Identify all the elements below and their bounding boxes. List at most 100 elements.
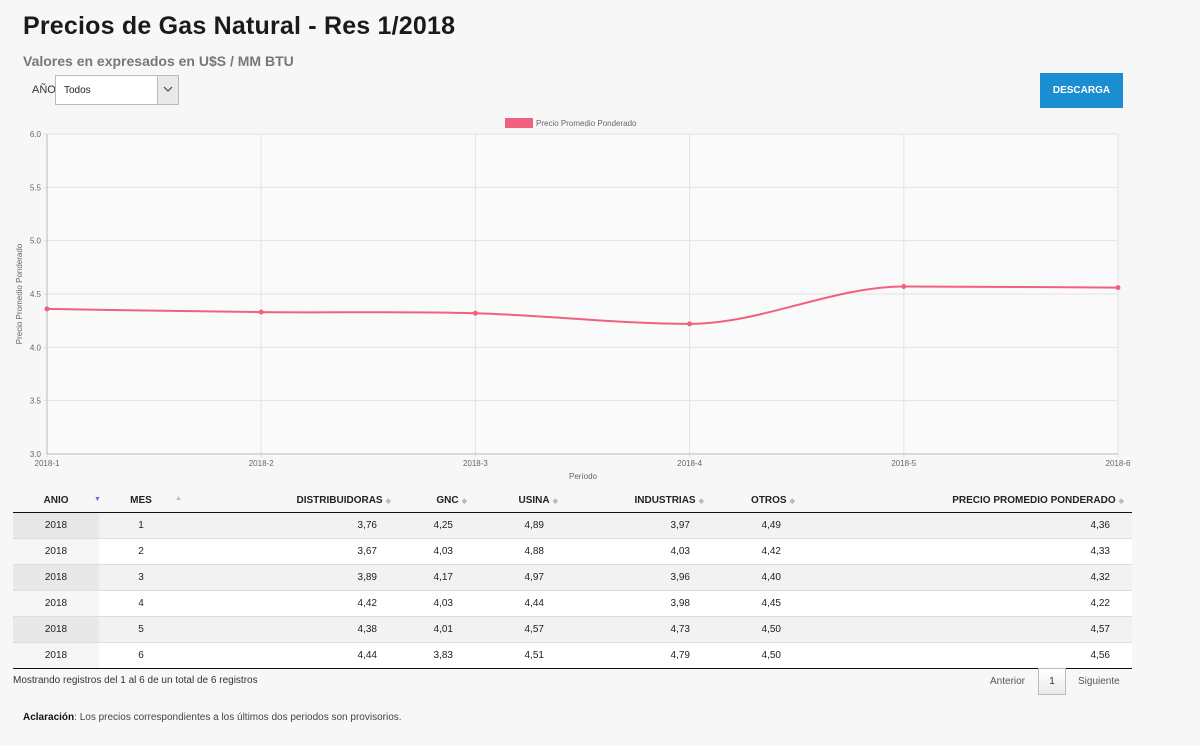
table-cell-anio: 2018 <box>13 538 99 565</box>
x-tick-label: 2018-3 <box>463 459 488 468</box>
page-subtitle: Valores en expresados en U$S / MM BTU <box>23 53 294 69</box>
year-select[interactable]: Todos <box>55 75 179 105</box>
table-cell-otros: 4,42 <box>712 538 803 565</box>
download-button[interactable]: DESCARGA <box>1040 73 1123 108</box>
table-cell-anio: 2018 <box>13 616 99 643</box>
table-cell-distribuidoras: 3,76 <box>183 512 399 539</box>
legend-label: Precio Promedio Ponderado <box>536 119 637 128</box>
column-header-distribuidoras[interactable]: DISTRIBUIDORAS ◆ <box>183 488 399 513</box>
table-cell-usina: 4,89 <box>475 512 566 539</box>
data-point <box>687 321 693 327</box>
table-cell-usina: 4,44 <box>475 590 566 617</box>
data-table: ANIO ▼ MES ▲ DISTRIBUIDORAS ◆ GNC ◆ USINA ◆ I… <box>13 488 1132 669</box>
table-cell-anio: 2018 <box>13 564 99 591</box>
pagination-previous[interactable]: Anterior <box>990 676 1026 687</box>
table-cell-precio-promedio-ponderado: 4,57 <box>803 616 1132 643</box>
table-cell-usina: 4,51 <box>475 642 566 669</box>
column-header-mes[interactable]: MES ▲ <box>99 488 183 513</box>
column-header-usina[interactable]: USINA ◆ <box>475 488 566 513</box>
table-cell-anio: 2018 <box>13 590 99 617</box>
sort-icon: ◆ <box>461 497 467 505</box>
column-header-label: OTROS <box>751 494 787 506</box>
sort-icon: ◆ <box>552 497 558 505</box>
x-axis-title: Período <box>569 472 598 481</box>
column-header-label: GNC <box>436 494 459 506</box>
table-cell-otros: 4,45 <box>712 590 803 617</box>
sort-icon: ◆ <box>1118 497 1124 505</box>
y-tick-label: 5.0 <box>30 237 42 246</box>
table-cell-anio: 2018 <box>13 512 99 539</box>
legend-swatch <box>505 118 533 128</box>
table-cell-gnc: 4,01 <box>399 616 475 643</box>
sort-icon: ◆ <box>385 497 391 505</box>
table-cell-gnc: 4,25 <box>399 512 475 539</box>
series-line <box>46 285 1119 325</box>
x-tick-label: 2018-4 <box>677 459 702 468</box>
y-tick-label: 5.5 <box>30 183 42 192</box>
column-header-label: ANIO <box>43 494 69 506</box>
table-cell-otros: 4,50 <box>712 642 803 669</box>
line-chart: 3.0 3.5 4.0 4.5 5.0 5.5 6.0 2018-1 2018-2 2018-3 2… <box>15 118 1131 481</box>
y-tick-label: 3.0 <box>30 450 42 459</box>
table-cell-distribuidoras: 3,67 <box>183 538 399 565</box>
y-tick-label: 4.5 <box>30 290 42 299</box>
table-cell-mes: 2 <box>99 538 183 565</box>
disclaimer-note: Aclaración: Los precios correspondientes… <box>23 712 402 723</box>
column-header-label: DISTRIBUIDORAS <box>296 494 383 506</box>
data-point <box>1115 285 1121 291</box>
disclaimer-label: Aclaración <box>23 712 75 723</box>
column-header-precio-promedio[interactable]: PRECIO PROMEDIO PONDERADO ◆ <box>803 488 1132 513</box>
x-tick-label: 2018-1 <box>35 459 60 468</box>
table-cell-mes: 6 <box>99 642 183 669</box>
column-header-industrias[interactable]: INDUSTRIAS ◆ <box>566 488 712 513</box>
pagination-page-1[interactable]: 1 <box>1038 668 1066 695</box>
table-cell-precio-promedio-ponderado: 4,33 <box>803 538 1132 565</box>
y-tick-label: 6.0 <box>30 130 42 139</box>
table-cell-mes: 1 <box>99 512 183 539</box>
sort-icon: ◆ <box>698 497 704 505</box>
table-cell-distribuidoras: 4,38 <box>183 616 399 643</box>
column-header-label: MES <box>130 494 152 506</box>
table-cell-gnc: 4,03 <box>399 590 475 617</box>
table-cell-precio-promedio-ponderado: 4,32 <box>803 564 1132 591</box>
column-header-label: USINA <box>518 494 550 506</box>
column-header-gnc[interactable]: GNC ◆ <box>399 488 475 513</box>
table-cell-distribuidoras: 4,44 <box>183 642 399 669</box>
table-cell-usina: 4,57 <box>475 616 566 643</box>
column-header-anio[interactable]: ANIO ▼ <box>13 488 101 513</box>
table-info: Mostrando registros del 1 al 6 de un tot… <box>13 675 258 686</box>
table-cell-mes: 5 <box>99 616 183 643</box>
table-cell-precio-promedio-ponderado: 4,56 <box>803 642 1132 669</box>
table-cell-gnc: 3,83 <box>399 642 475 669</box>
x-tick-label: 2018-6 <box>1106 459 1131 468</box>
y-axis-title: Precio Promedio Ponderado <box>15 243 24 344</box>
table-cell-gnc: 4,03 <box>399 538 475 565</box>
chevron-down-icon[interactable] <box>157 76 178 104</box>
table-cell-otros: 4,50 <box>712 616 803 643</box>
table-row: 2018 1 3,76 4,25 4,89 3,97 4,49 4,36 <box>13 512 1132 539</box>
table-cell-industrias: 3,97 <box>566 512 712 539</box>
table-cell-industrias: 3,98 <box>566 590 712 617</box>
table-cell-precio-promedio-ponderado: 4,36 <box>803 512 1132 539</box>
table-row: 2018 5 4,38 4,01 4,57 4,73 4,50 4,57 <box>13 616 1132 643</box>
table-cell-anio: 2018 <box>13 642 99 669</box>
table-cell-mes: 3 <box>99 564 183 591</box>
table-row: 2018 2 3,67 4,03 4,88 4,03 4,42 4,33 <box>13 538 1132 565</box>
table-cell-industrias: 4,79 <box>566 642 712 669</box>
table-cell-industrias: 3,96 <box>566 564 712 591</box>
table-cell-industrias: 4,03 <box>566 538 712 565</box>
data-point <box>44 306 50 312</box>
sort-icon: ◆ <box>789 497 795 505</box>
column-header-label: INDUSTRIAS <box>634 494 696 506</box>
table-cell-precio-promedio-ponderado: 4,22 <box>803 590 1132 617</box>
table-cell-distribuidoras: 3,89 <box>183 564 399 591</box>
table-row: 2018 6 4,44 3,83 4,51 4,79 4,50 4,56 <box>13 642 1132 669</box>
pagination-next[interactable]: Siguiente <box>1078 676 1120 687</box>
table-cell-mes: 4 <box>99 590 183 617</box>
page-title: Precios de Gas Natural - Res 1/2018 <box>23 12 456 40</box>
table-cell-distribuidoras: 4,42 <box>183 590 399 617</box>
disclaimer-text: : Los precios correspondientes a los últ… <box>74 712 402 723</box>
sort-desc-icon: ▼ <box>94 496 101 503</box>
column-header-otros[interactable]: OTROS ◆ <box>712 488 803 513</box>
year-select-value: Todos <box>64 85 91 96</box>
